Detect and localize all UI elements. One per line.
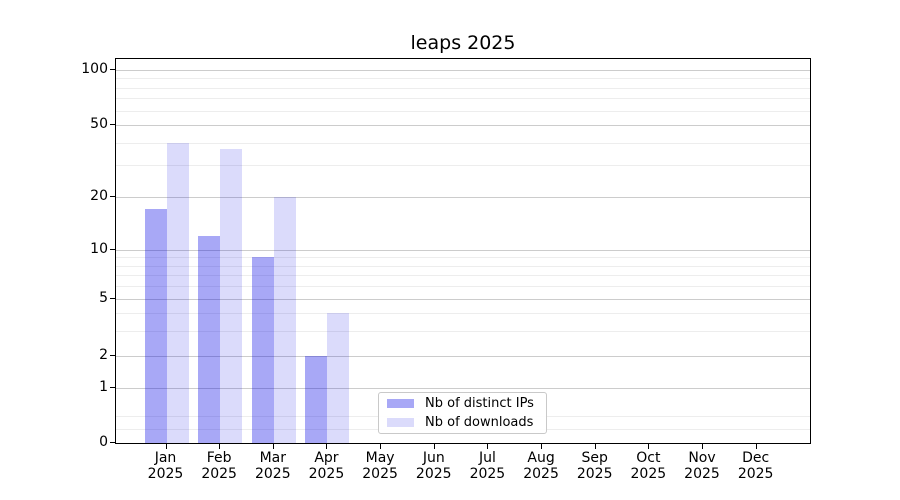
legend-label: Nb of distinct IPs	[425, 396, 534, 412]
legend-item: Nb of downloads	[387, 415, 546, 430]
y-tick-label: 1	[99, 379, 108, 395]
y-tick-label: 5	[99, 290, 108, 306]
x-tick-mark	[219, 444, 221, 449]
x-tick-label: Aug 2025	[523, 450, 559, 482]
gridline-minor	[116, 110, 810, 112]
gridline-minor	[116, 330, 810, 332]
y-tick-label: 10	[90, 241, 108, 257]
y-tick-label: 2	[99, 347, 108, 363]
y-tick-mark	[110, 387, 115, 388]
x-tick-mark	[487, 444, 489, 449]
bar-nb-of-downloads-feb-2025	[220, 148, 243, 443]
bar-nb-of-downloads-apr-2025	[327, 312, 350, 443]
x-tick-label: Nov 2025	[684, 450, 720, 482]
bar-nb-of-distinct-ips-apr-2025	[305, 356, 328, 443]
x-tick-mark	[380, 444, 382, 449]
x-tick-label: Jun 2025	[415, 450, 452, 482]
gridline-minor	[116, 165, 810, 167]
gridline-major	[116, 356, 810, 357]
legend-item: Nb of distinct IPs	[387, 396, 546, 411]
x-tick-label: Sep 2025	[576, 450, 613, 482]
y-tick-mark	[110, 355, 115, 356]
x-tick-mark	[165, 444, 167, 449]
gridline-minor	[116, 98, 810, 100]
x-tick-mark	[594, 444, 596, 449]
x-tick-label: Jan 2025	[147, 450, 184, 482]
y-tick-mark	[110, 249, 115, 250]
x-tick-mark	[433, 444, 435, 449]
gridline-minor	[116, 312, 810, 314]
bar-nb-of-downloads-mar-2025	[273, 197, 296, 443]
gridline-minor	[116, 87, 810, 89]
gridline-minor	[116, 142, 810, 144]
legend: Nb of distinct IPs Nb of downloads	[378, 392, 547, 434]
bar-nb-of-distinct-ips-jan-2025	[144, 209, 167, 443]
legend-swatch	[387, 399, 414, 409]
x-tick-label: Mar 2025	[254, 450, 291, 482]
gridline-major	[116, 299, 810, 300]
x-tick-label: Jul 2025	[469, 450, 506, 482]
x-tick-label: May 2025	[362, 450, 398, 482]
x-tick-label: Apr 2025	[308, 450, 345, 482]
gridline-major	[116, 125, 810, 126]
gridline-minor	[116, 286, 810, 288]
x-tick-label: Oct 2025	[630, 450, 667, 482]
gridline-major	[116, 70, 810, 71]
legend-label: Nb of downloads	[425, 414, 534, 430]
gridline-minor	[116, 275, 810, 277]
gridline-minor	[116, 78, 810, 80]
gridline-major	[116, 197, 810, 198]
y-tick-mark	[110, 69, 115, 70]
x-tick-mark	[326, 444, 328, 449]
x-tick-label: Feb 2025	[201, 450, 237, 482]
x-tick-mark	[541, 444, 543, 449]
gridline-major	[116, 250, 810, 251]
y-tick-mark	[110, 124, 115, 125]
gridline-major	[116, 388, 810, 389]
x-tick-mark	[648, 444, 650, 449]
y-tick-label: 100	[81, 61, 108, 77]
x-tick-mark	[702, 444, 703, 449]
y-tick-mark	[110, 442, 115, 443]
bar-nb-of-downloads-jan-2025	[166, 142, 189, 443]
plot-area	[115, 58, 811, 444]
y-tick-mark	[110, 196, 115, 197]
y-tick-label: 20	[90, 188, 108, 204]
bar-nb-of-distinct-ips-mar-2025	[251, 257, 274, 443]
chart-title: leaps 2025	[410, 32, 516, 54]
x-tick-label: Dec 2025	[737, 450, 774, 482]
x-tick-mark	[272, 444, 274, 449]
bar-nb-of-distinct-ips-feb-2025	[198, 236, 221, 443]
y-tick-label: 50	[90, 116, 108, 132]
x-tick-mark	[755, 444, 757, 449]
y-tick-label: 0	[99, 434, 108, 450]
legend-swatch	[387, 417, 414, 427]
gridline-minor	[116, 265, 810, 267]
gridline-minor	[116, 257, 810, 259]
y-tick-mark	[110, 298, 115, 299]
